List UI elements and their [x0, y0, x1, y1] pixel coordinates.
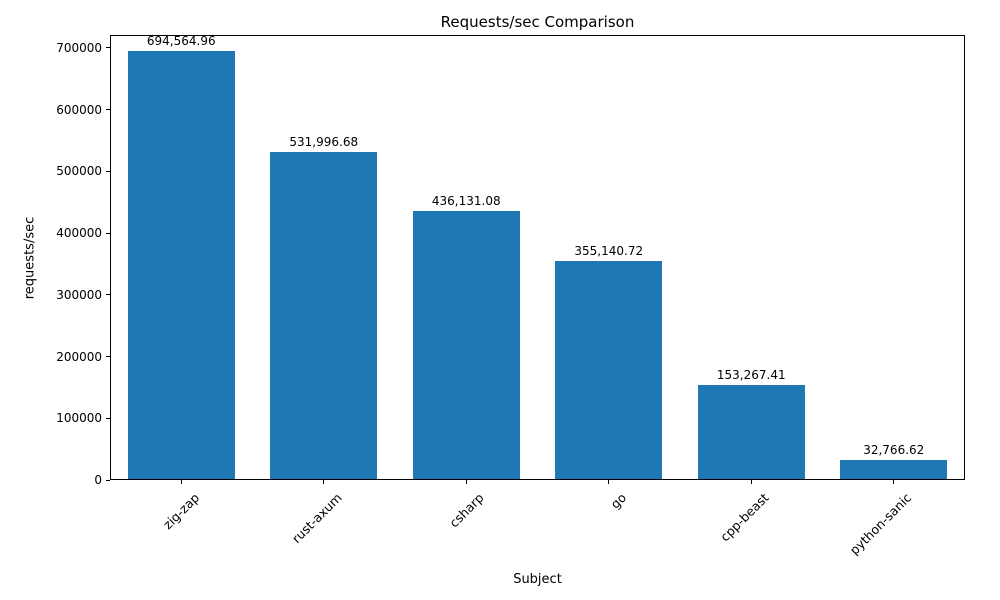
y-tick-mark	[106, 479, 110, 481]
bar-value-label: 32,766.62	[863, 442, 925, 457]
bar-value-label: 694,564.96	[146, 34, 216, 49]
bar-value-label: 355,140.72	[574, 243, 644, 258]
x-tick-mark	[750, 480, 752, 484]
y-tick-label: 300000	[56, 287, 102, 302]
y-tick-mark	[106, 232, 110, 234]
x-axis-label: Subject	[513, 572, 562, 587]
y-tick-mark	[106, 417, 110, 419]
y-tick-label: 700000	[56, 40, 102, 55]
x-tick-mark	[180, 480, 182, 484]
bar	[555, 260, 663, 480]
y-tick-label: 100000	[56, 411, 102, 426]
x-tick-label: cpp-beast	[717, 490, 772, 545]
bar-value-label: 153,267.41	[716, 368, 786, 383]
y-tick-mark	[106, 294, 110, 296]
x-tick-label: rust-axum	[288, 490, 345, 546]
bar	[697, 385, 805, 480]
x-tick-mark	[608, 480, 610, 484]
bar	[840, 459, 948, 480]
x-tick-label: csharp	[446, 490, 487, 531]
x-tick-mark	[465, 480, 467, 484]
y-tick-label: 600000	[56, 102, 102, 117]
y-tick-label: 0	[94, 473, 102, 487]
x-tick-mark	[893, 480, 895, 484]
chart-title: Requests/sec Comparison	[440, 13, 635, 31]
bar-value-label: 531,996.68	[289, 134, 359, 149]
x-tick-label: python-sanic	[846, 490, 915, 558]
bar	[127, 51, 235, 480]
y-tick-mark	[106, 170, 110, 172]
x-tick-label: zig-zap	[159, 490, 202, 533]
bar-value-label: 436,131.08	[431, 193, 501, 208]
x-tick-label: go	[607, 490, 630, 512]
bar	[270, 151, 378, 480]
y-tick-label: 500000	[56, 164, 102, 179]
y-tick-label: 400000	[56, 226, 102, 241]
y-tick-label: 200000	[56, 349, 102, 364]
y-tick-mark	[106, 109, 110, 111]
plot-area	[110, 35, 965, 480]
x-tick-mark	[323, 480, 325, 484]
y-tick-mark	[106, 356, 110, 358]
bar	[412, 210, 520, 480]
y-tick-mark	[106, 47, 110, 49]
